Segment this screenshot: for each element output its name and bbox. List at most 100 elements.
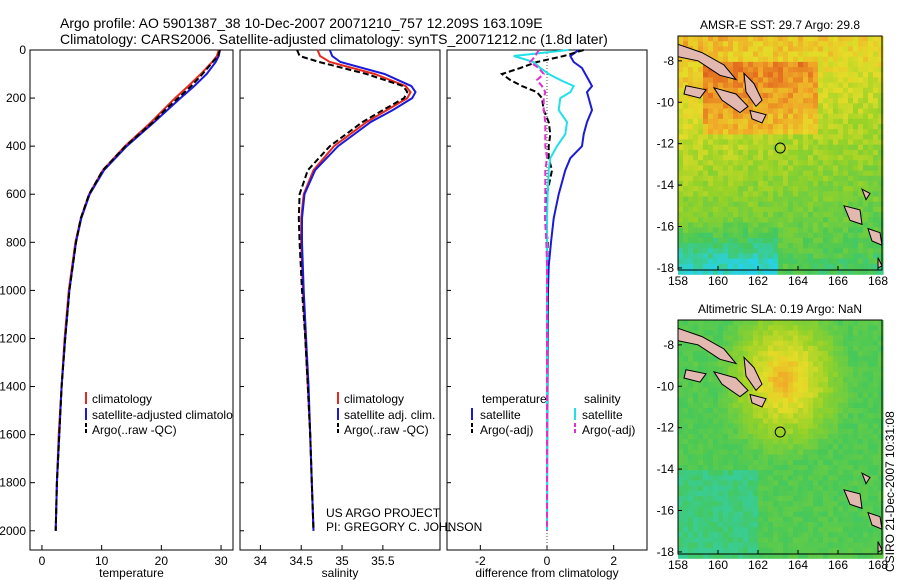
map-cell	[793, 98, 799, 104]
map-cell	[853, 351, 859, 357]
map-cell	[808, 248, 814, 255]
map-cell	[768, 516, 774, 523]
map-cell	[843, 542, 849, 549]
map-cell	[748, 542, 754, 549]
map-cell	[878, 537, 884, 544]
map-cell	[833, 36, 839, 42]
map-cell	[693, 449, 699, 456]
map-cell	[823, 201, 829, 208]
map-cell	[728, 392, 734, 399]
map-cell	[803, 87, 809, 94]
map-cell	[758, 449, 764, 456]
map-cell	[858, 356, 864, 362]
map-cell	[733, 527, 739, 533]
map-cell	[713, 532, 719, 539]
map-cell	[698, 542, 704, 549]
legend-label-sal-argo: Argo(-adj)	[582, 423, 635, 437]
map-cell	[773, 366, 779, 373]
map-cell	[843, 46, 849, 53]
map-cell	[858, 196, 864, 203]
map-cell	[718, 243, 724, 249]
map-cell	[873, 98, 879, 104]
map-cell	[813, 144, 819, 151]
map-cell	[828, 382, 834, 388]
map-cell	[708, 553, 714, 559]
map-cell	[848, 248, 854, 255]
map-cell	[723, 77, 729, 84]
map-cell	[693, 537, 699, 544]
map-cell	[878, 175, 884, 182]
map-cell	[853, 361, 859, 368]
map-cell	[758, 330, 764, 337]
island-outline	[843, 205, 863, 226]
map-cell	[878, 165, 884, 172]
map-cell	[823, 356, 829, 362]
map-cell	[808, 77, 814, 84]
map-cell	[753, 124, 759, 130]
map-cell	[783, 439, 789, 445]
map-cell	[838, 397, 844, 404]
map-cell	[858, 459, 864, 466]
map-cell	[878, 41, 884, 47]
map-cell	[808, 186, 814, 192]
map-cell	[733, 351, 739, 357]
map-cell	[778, 408, 784, 414]
map-cell	[758, 170, 764, 177]
map-cell	[748, 418, 754, 425]
map-cell	[868, 454, 874, 461]
map-cell	[743, 46, 749, 53]
map-cell	[728, 325, 734, 331]
map-cell	[683, 98, 689, 104]
map-cell	[723, 263, 729, 270]
map-cell	[823, 376, 829, 383]
map-cell	[828, 356, 834, 362]
map-cell	[803, 330, 809, 337]
map-cell	[843, 175, 849, 182]
map-cell	[718, 382, 724, 388]
map-cell	[683, 237, 689, 244]
y-tick-label: 1200	[0, 331, 26, 345]
map-cell	[868, 61, 874, 68]
map-cell	[743, 340, 749, 347]
map-cell	[723, 320, 729, 326]
map-cell	[708, 501, 714, 507]
map-cell	[733, 356, 739, 362]
map-cell	[863, 330, 869, 337]
map-cell	[853, 542, 859, 549]
map-cell	[843, 439, 849, 445]
map-cell	[678, 263, 684, 270]
map-cell	[823, 351, 829, 357]
map-cell	[738, 144, 744, 151]
map-cell	[733, 454, 739, 461]
map-cell	[713, 361, 719, 368]
map-cell	[753, 475, 759, 482]
map-cell	[688, 361, 694, 368]
map-cell	[818, 553, 824, 559]
map-cell	[828, 87, 834, 94]
map-cell	[778, 397, 784, 404]
island-outline	[743, 71, 763, 108]
map-cell	[868, 46, 874, 53]
map-cell	[743, 144, 749, 151]
map-cell	[758, 371, 764, 378]
map-cell	[748, 196, 754, 203]
map-cell	[848, 542, 854, 549]
map-cell	[678, 87, 684, 94]
map-cell	[793, 325, 799, 331]
map-cell	[753, 217, 759, 223]
map-cell	[708, 439, 714, 445]
map-cell	[718, 527, 724, 533]
map-cell	[738, 325, 744, 331]
map-cell	[798, 191, 804, 198]
map-cell	[733, 361, 739, 368]
map-cell	[803, 186, 809, 192]
map-cell	[828, 98, 834, 104]
map-cell	[838, 103, 844, 110]
map-cell	[843, 155, 849, 161]
map-cell	[813, 516, 819, 523]
map-cell	[868, 175, 874, 182]
map-cell	[723, 496, 729, 502]
map-cell	[773, 196, 779, 203]
map-cell	[773, 206, 779, 213]
lon-tick-label: 168	[868, 558, 888, 572]
